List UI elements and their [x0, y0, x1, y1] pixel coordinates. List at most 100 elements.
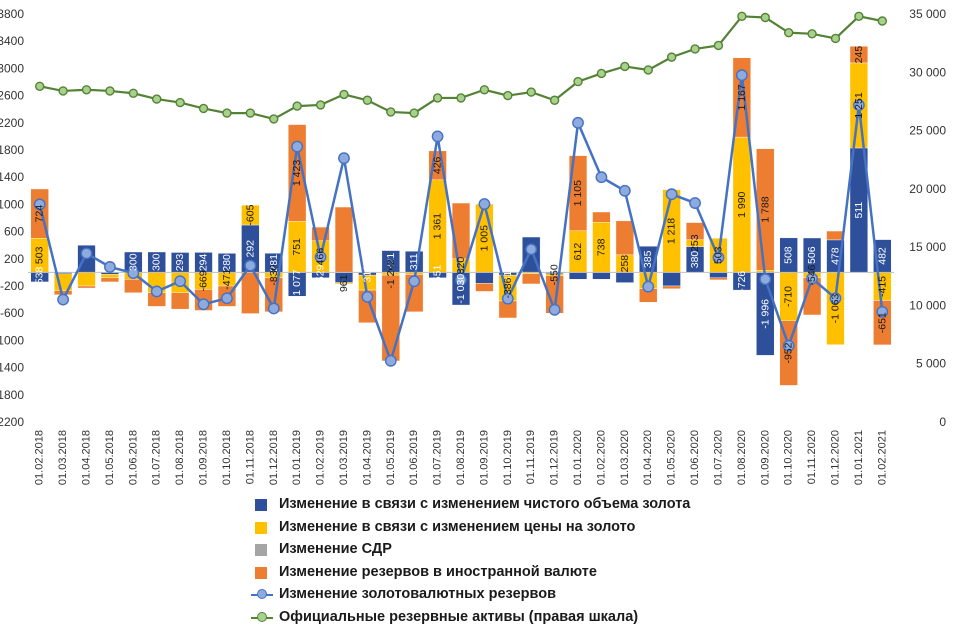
data-label-3-01.09.2020: 1 788 — [759, 196, 771, 222]
point-total-01.08.2020 — [735, 69, 748, 82]
data-label-0-01.09.2020: -1 996 — [759, 299, 771, 329]
point-official-01.10.2019 — [503, 90, 513, 101]
data-label-1-01.01.2019: 751 — [291, 238, 303, 256]
x-tick-label: 01.04.2019 — [361, 430, 373, 485]
x-tick-label: 01.01.2020 — [572, 430, 584, 485]
x-tick-label: 01.05.2020 — [666, 430, 678, 485]
point-official-01.12.2020 — [830, 33, 841, 44]
x-tick-label: 01.05.2019 — [385, 430, 397, 485]
data-label-0-01.11.2018: 292 — [244, 240, 256, 258]
point-official-01.09.2020 — [760, 12, 770, 23]
point-total-01.07.2020 — [712, 251, 725, 264]
data-label-1-01.12.2020: -1 063 — [829, 293, 841, 323]
legend-swatch-gold-volume — [255, 499, 267, 511]
data-label-0-01.01.2019: -1 077 — [291, 269, 303, 299]
data-label-3-01.01.2021: 245 — [853, 46, 865, 64]
bar-s0-01.01.2020 — [568, 272, 588, 280]
point-official-01.07.2018 — [152, 94, 162, 104]
data-label-0-01.08.2018: 293 — [174, 254, 186, 272]
x-tick-label: 01.08.2019 — [455, 430, 467, 485]
data-label-1-01.11.2020: -546 — [806, 264, 818, 285]
bar-s3-01.11.2019 — [522, 273, 541, 285]
legend-item-total-reserves-change: Изменение золотовалютных резервов — [251, 583, 775, 606]
point-total-01.01.2019 — [291, 140, 304, 153]
x-tick-label: 01.02.2021 — [876, 430, 888, 485]
x-tick-label: 01.06.2020 — [689, 430, 701, 485]
data-label-1-01.02.2019: 466 — [315, 248, 327, 266]
legend-marker-total-reserves-change — [257, 589, 267, 599]
point-official-01.03.2020 — [620, 61, 630, 72]
bar-s3-01.03.2019 — [334, 206, 354, 273]
data-label-0-01.05.2019: 321 — [385, 253, 397, 271]
legend-label-gold-volume: Изменение в связи с изменением чистого о… — [279, 496, 691, 512]
legend-item-gold-price: Изменение в связи с изменением цены на з… — [255, 516, 775, 539]
data-label-1-01.05.2020: 1 218 — [666, 218, 678, 244]
point-total-01.11.2020 — [806, 272, 818, 285]
bar-s1-01.04.2018 — [77, 272, 96, 287]
right-tick-label: 25 000 — [909, 124, 946, 138]
x-tick-label: 01.03.2018 — [57, 430, 69, 485]
data-label-1-01.10.2020: -710 — [783, 286, 795, 307]
point-total-01.05.2018 — [104, 261, 116, 273]
point-total-01.12.2018 — [267, 302, 280, 315]
bar-s3-01.10.2020 — [779, 320, 798, 386]
left-tick-label: 2600 — [0, 89, 24, 103]
bar-s3-01.06.2020 — [685, 222, 705, 240]
x-tick-label: 01.03.2020 — [619, 430, 631, 485]
x-tick-label: 01.01.2021 — [853, 430, 865, 485]
legend-label-gold-price: Изменение в связи с изменением цены на з… — [279, 518, 636, 535]
legend-swatch-sdr — [255, 544, 267, 556]
data-label-0-01.12.2020: 478 — [829, 247, 841, 265]
point-official-01.04.2019 — [362, 95, 373, 105]
data-label-1-01.03.2019: 961 — [338, 274, 350, 292]
lines-layer — [33, 11, 889, 367]
point-total-01.02.2019 — [314, 251, 327, 263]
left-tick-label: -1800 — [0, 388, 24, 402]
data-label-0-01.10.2018: 280 — [221, 254, 233, 272]
left-tick-label: 1800 — [0, 143, 24, 157]
data-label-0-01.10.2020: 508 — [783, 246, 795, 264]
x-tick-label: 01.09.2019 — [478, 430, 490, 485]
left-tick-label: -2200 — [0, 415, 24, 429]
data-label-3-01.08.2020: 1 167 — [736, 84, 748, 110]
point-official-01.07.2019 — [432, 93, 443, 103]
point-official-01.02.2021 — [877, 16, 887, 26]
bar-s3-01.12.2020 — [826, 230, 845, 241]
point-total-01.03.2020 — [618, 184, 631, 197]
x-tick-label: 01.07.2019 — [432, 430, 444, 485]
left-tick-label: -1000 — [0, 333, 24, 347]
point-total-01.12.2020 — [829, 292, 842, 305]
legend-label-total-reserves-change: Изменение золотовалютных резервов — [279, 586, 556, 602]
point-total-01.08.2018 — [174, 275, 187, 288]
point-total-01.06.2018 — [127, 267, 140, 279]
bar-s3-01.04.2018 — [77, 285, 96, 289]
data-label-1-01.08.2020: 1 990 — [736, 191, 748, 217]
point-official-01.09.2018 — [198, 103, 209, 114]
point-total-01.07.2018 — [150, 285, 163, 298]
point-official-01.05.2019 — [386, 107, 396, 117]
legend-item-gold-volume: Изменение в связи с изменением чистого о… — [255, 493, 775, 516]
left-tick-label: 3800 — [0, 7, 24, 21]
x-tick-label: 01.12.2020 — [829, 430, 841, 485]
point-official-01.02.2018 — [35, 81, 45, 91]
legend: Изменение в связи с изменением чистого о… — [251, 493, 775, 628]
point-total-01.04.2020 — [642, 280, 655, 293]
point-total-01.01.2021 — [852, 99, 865, 112]
data-label-0-01.02.2019: -529 — [315, 264, 327, 285]
data-label-0-01.10.2019: 312 — [502, 265, 514, 283]
point-total-01.09.2019 — [478, 198, 491, 210]
point-total-01.03.2018 — [57, 293, 70, 306]
data-label-1-01.10.2018: -471 — [221, 269, 233, 290]
data-label-0-01.07.2018: 300 — [151, 253, 163, 271]
bar-s0-01.07.2020 — [709, 272, 728, 279]
left-tick-label: 1000 — [0, 197, 24, 211]
point-official-01.05.2020 — [666, 52, 677, 62]
left-tick-label: 200 — [4, 252, 24, 266]
point-total-01.04.2019 — [361, 290, 374, 303]
data-label-0-01.02.2021: 482 — [876, 247, 888, 265]
x-tick-label: 01.04.2020 — [642, 430, 654, 485]
point-official-01.11.2020 — [807, 29, 817, 39]
bar-s3-01.09.2019 — [475, 283, 494, 292]
x-tick-label: 01.06.2019 — [408, 430, 420, 485]
x-tick-label: 01.02.2018 — [34, 430, 46, 485]
